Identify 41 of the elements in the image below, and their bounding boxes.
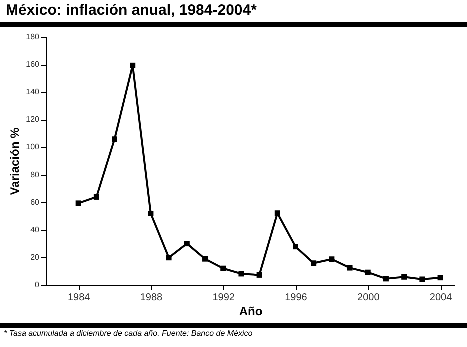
point bbox=[202, 256, 208, 262]
point bbox=[220, 266, 226, 272]
y-tick-label: 140 bbox=[26, 88, 40, 97]
x-tick-label: 1996 bbox=[285, 292, 308, 304]
point bbox=[402, 274, 408, 280]
point bbox=[238, 271, 244, 277]
point bbox=[256, 272, 262, 278]
y-tick-label: 40 bbox=[30, 225, 40, 234]
point bbox=[184, 241, 190, 247]
y-tick-label: 120 bbox=[26, 115, 40, 124]
x-tick-label: 1988 bbox=[140, 292, 164, 304]
y-axis-title: Variación % bbox=[8, 127, 22, 196]
y-tick-label: 100 bbox=[26, 142, 40, 152]
x-axis-title: Año bbox=[239, 304, 263, 318]
point bbox=[166, 255, 172, 261]
y-tick-label: 20 bbox=[30, 252, 40, 262]
x-tick-label: 1984 bbox=[68, 292, 91, 304]
point bbox=[76, 200, 82, 206]
point bbox=[329, 256, 335, 262]
y-tick-label: 0 bbox=[35, 280, 40, 290]
chart-title: México: inflación anual, 1984-2004* bbox=[0, 0, 467, 27]
point bbox=[293, 244, 298, 250]
y-tick-label: 60 bbox=[30, 198, 40, 207]
x-tick-label: 2004 bbox=[430, 292, 453, 304]
point bbox=[420, 276, 426, 282]
point bbox=[130, 62, 136, 68]
point bbox=[274, 210, 280, 216]
y-tick-label: 80 bbox=[30, 170, 40, 180]
point bbox=[365, 270, 371, 276]
x-tick-label: 1992 bbox=[212, 292, 236, 304]
point bbox=[112, 136, 118, 142]
y-tick-label: 160 bbox=[26, 60, 40, 70]
point bbox=[311, 260, 317, 266]
point bbox=[148, 211, 154, 217]
point bbox=[438, 275, 444, 281]
point bbox=[347, 265, 353, 271]
x-tick-label: 2000 bbox=[358, 292, 380, 304]
text: * Tasa acumulada a diciembre de cada año. Fuente: Banco de México bbox=[0, 323, 467, 340]
y-tick-label: 180 bbox=[26, 32, 40, 42]
point bbox=[383, 276, 389, 282]
point bbox=[94, 194, 100, 200]
